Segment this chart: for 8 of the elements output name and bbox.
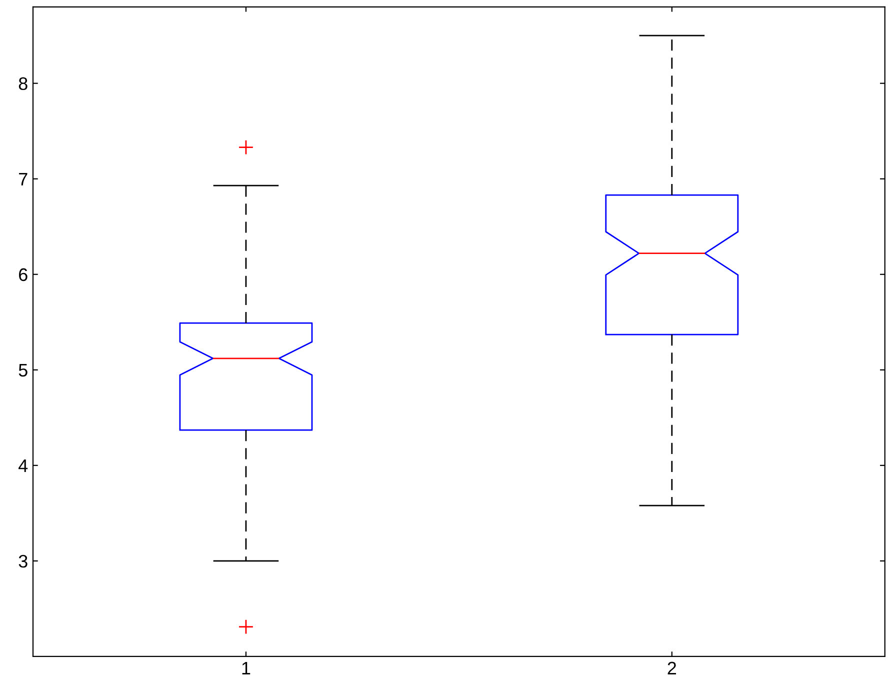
x-tick-label: 2 — [668, 662, 676, 674]
y-tick-label: 4 — [18, 460, 28, 472]
y-tick-label: 3 — [18, 554, 28, 568]
y-tick-label: 7 — [19, 172, 28, 186]
y-tick-label: 8 — [18, 77, 28, 90]
x-tick-label: 1 — [242, 662, 250, 674]
y-tick-label: 5 — [18, 364, 28, 377]
y-tick-label: 6 — [19, 268, 28, 282]
